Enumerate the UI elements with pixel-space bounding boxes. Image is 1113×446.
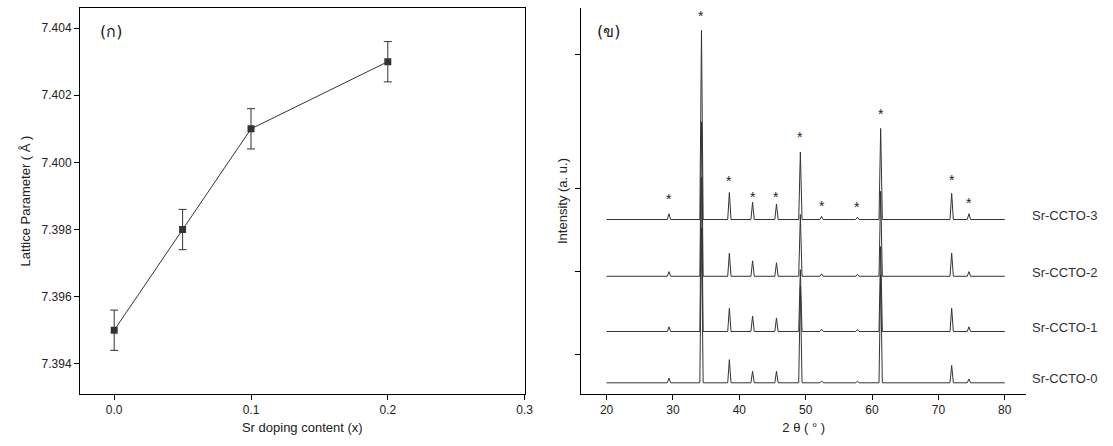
svg-text:*: * — [878, 106, 884, 122]
svg-text:7.402: 7.402 — [42, 88, 72, 102]
svg-text:7.404: 7.404 — [42, 21, 72, 35]
svg-text:40: 40 — [733, 403, 747, 417]
svg-text:*: * — [797, 129, 803, 145]
svg-text:*: * — [698, 8, 704, 24]
svg-text:Sr-CCTO-1: Sr-CCTO-1 — [1032, 320, 1097, 335]
svg-text:7.394: 7.394 — [42, 357, 72, 371]
svg-text:7.396: 7.396 — [42, 290, 72, 304]
svg-text:*: * — [773, 189, 779, 205]
svg-text:30: 30 — [666, 403, 680, 417]
svg-text:80: 80 — [998, 403, 1012, 417]
svg-text:*: * — [854, 199, 860, 215]
svg-text:*: * — [949, 172, 955, 188]
svg-text:0.3: 0.3 — [516, 403, 533, 417]
svg-text:*: * — [750, 189, 756, 205]
svg-text:(ก): (ก) — [100, 22, 122, 41]
svg-text:Intensity (a. u.): Intensity (a. u.) — [555, 158, 570, 244]
svg-text:0.1: 0.1 — [243, 403, 260, 417]
svg-text:(ข): (ข) — [597, 22, 620, 41]
svg-text:Sr-CCTO-3: Sr-CCTO-3 — [1032, 208, 1097, 223]
svg-text:Lattice Parameter ( Å ): Lattice Parameter ( Å ) — [18, 136, 33, 267]
svg-text:0.0: 0.0 — [106, 403, 123, 417]
svg-text:70: 70 — [932, 403, 946, 417]
svg-text:7.398: 7.398 — [42, 223, 72, 237]
svg-text:*: * — [726, 173, 732, 189]
svg-text:60: 60 — [865, 403, 879, 417]
svg-text:20: 20 — [600, 403, 614, 417]
svg-text:7.400: 7.400 — [42, 156, 72, 170]
svg-text:*: * — [819, 198, 825, 214]
svg-text:Sr-CCTO-2: Sr-CCTO-2 — [1032, 265, 1097, 280]
svg-text:*: * — [666, 191, 672, 207]
svg-text:0.2: 0.2 — [379, 403, 396, 417]
svg-text:Sr doping content (x): Sr doping content (x) — [242, 420, 363, 435]
svg-text:*: * — [966, 195, 972, 211]
svg-text:Sr-CCTO-0: Sr-CCTO-0 — [1032, 371, 1097, 386]
svg-text:2 θ ( ° ): 2 θ ( ° ) — [782, 420, 825, 435]
svg-text:50: 50 — [799, 403, 813, 417]
